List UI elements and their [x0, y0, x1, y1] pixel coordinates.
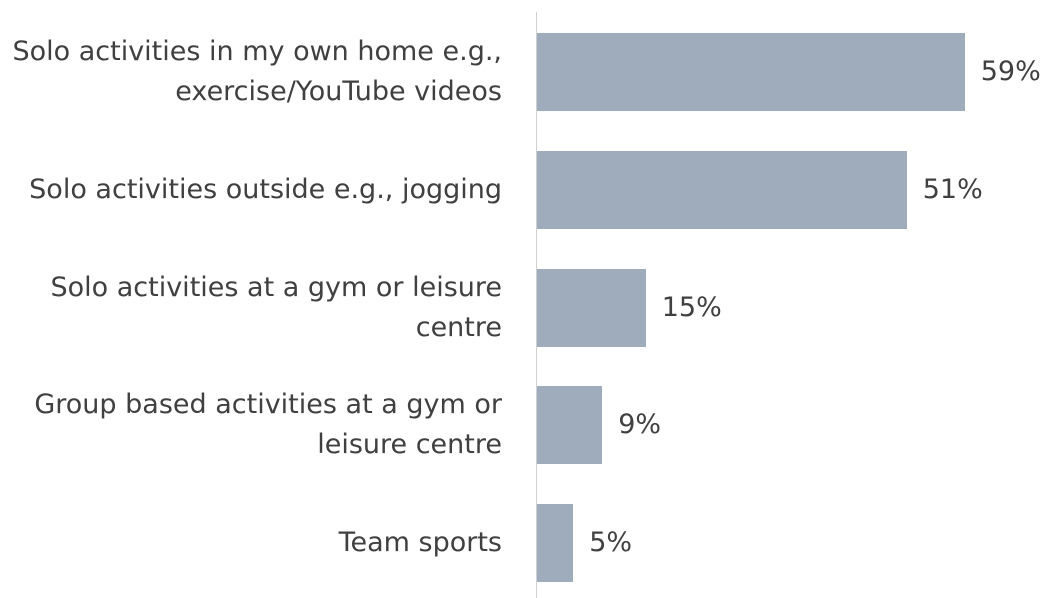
category-label: Solo activities in my own home e.g., exe…: [12, 36, 502, 107]
value-label: 51%: [922, 173, 983, 205]
value-label: 59%: [980, 56, 1041, 87]
category-label: Team sports: [338, 527, 502, 559]
bar: [537, 150, 907, 229]
value-label: 15%: [661, 291, 722, 323]
value-label: 9%: [618, 409, 662, 441]
bar: [537, 33, 965, 111]
category-label: Solo activities outside e.g., jogging: [29, 173, 502, 205]
category-label: Group based activities at a gym or leisu…: [34, 389, 502, 461]
value-label: 5%: [589, 527, 633, 559]
axis-line: [536, 12, 537, 598]
bar: [537, 268, 646, 347]
bar: [537, 504, 574, 583]
category-label: Solo activities at a gym or leisure cent…: [50, 271, 502, 343]
bar: [537, 386, 603, 465]
